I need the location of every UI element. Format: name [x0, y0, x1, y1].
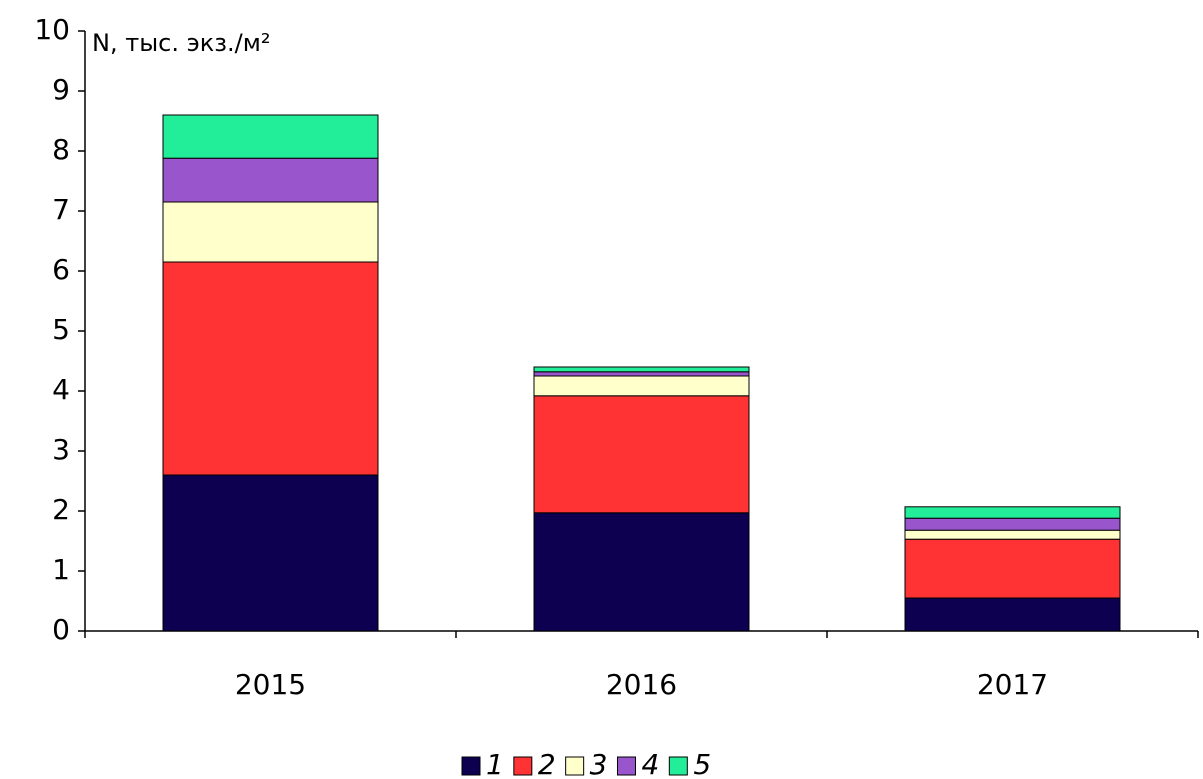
legend-label: 1	[486, 748, 504, 779]
y-tick-label: 6	[52, 253, 70, 286]
legend-label: 4	[641, 748, 659, 779]
y-tick-label: 5	[52, 313, 70, 346]
y-tick-label: 3	[52, 433, 70, 466]
x-tick-label: 2017	[977, 668, 1048, 701]
y-axis-label: N, тыс. экз./м²	[92, 29, 270, 57]
bar-segment	[904, 529, 1121, 540]
bar-segment	[533, 371, 750, 377]
bar-segment	[533, 395, 750, 514]
bar-segment	[904, 538, 1121, 599]
legend-swatch	[513, 756, 533, 776]
bar-segment	[162, 157, 379, 203]
legend-swatch	[461, 756, 481, 776]
bar-segment	[904, 506, 1121, 519]
y-tick-label: 10	[34, 13, 70, 46]
legend-swatch	[668, 756, 688, 776]
y-tick-label: 2	[52, 493, 70, 526]
legend-label: 3	[590, 748, 608, 779]
y-tick-label: 7	[52, 193, 70, 226]
bar-segment	[533, 512, 750, 632]
y-tick-label: 1	[52, 553, 70, 586]
y-tick-label: 8	[52, 133, 70, 166]
legend-swatch	[616, 756, 636, 776]
y-tick-label: 4	[52, 373, 70, 406]
legend-label: 5	[693, 748, 711, 779]
bar-segment	[904, 597, 1121, 632]
bar-segment	[162, 114, 379, 159]
bar-segment	[162, 201, 379, 263]
legend-swatch	[565, 756, 585, 776]
bar-segment	[533, 375, 750, 397]
x-tick-label: 2015	[235, 668, 306, 701]
y-tick-label: 0	[52, 613, 70, 646]
bar-segment	[162, 474, 379, 632]
y-tick-label: 9	[52, 73, 70, 106]
bar-segment	[162, 261, 379, 476]
x-tick-label: 2016	[606, 668, 677, 701]
bar-segment	[533, 366, 750, 373]
legend-label: 2	[538, 748, 556, 779]
bar-segment	[904, 517, 1121, 531]
